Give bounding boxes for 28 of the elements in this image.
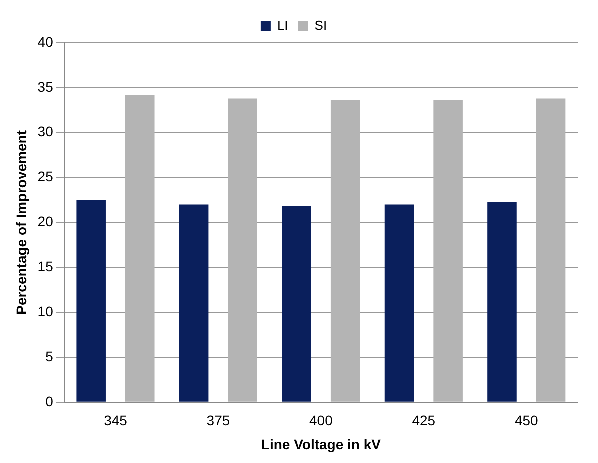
bar xyxy=(330,100,360,402)
bar xyxy=(76,200,106,402)
bar xyxy=(488,202,517,402)
x-tick-label: 375 xyxy=(206,412,230,429)
x-axis-title: Line Voltage in kV xyxy=(261,436,382,452)
y-tick-label: 0 xyxy=(46,393,54,410)
x-tick-label: 450 xyxy=(514,412,539,429)
y-tick-label: 40 xyxy=(38,34,54,50)
y-tick-label: 35 xyxy=(38,78,54,95)
legend-label: LI xyxy=(277,18,288,34)
bar xyxy=(125,95,155,402)
y-tick-label: 15 xyxy=(38,258,54,274)
x-tick-label: 425 xyxy=(412,412,436,429)
legend-label: SI xyxy=(314,18,328,34)
bar xyxy=(179,204,209,402)
bar xyxy=(536,98,566,402)
bar xyxy=(282,206,312,402)
y-tick-label: 30 xyxy=(38,124,54,140)
y-tick-label: 20 xyxy=(38,214,54,230)
bar xyxy=(434,100,463,402)
x-tick-label: 400 xyxy=(310,412,334,429)
y-tick-label: 10 xyxy=(38,303,54,320)
bar xyxy=(384,204,414,402)
bar xyxy=(228,98,258,402)
y-tick-label: 25 xyxy=(38,168,54,185)
x-tick-label: 345 xyxy=(104,412,128,429)
y-axis-title: Percentage of Improvement xyxy=(13,130,30,315)
y-tick-label: 5 xyxy=(46,348,54,364)
